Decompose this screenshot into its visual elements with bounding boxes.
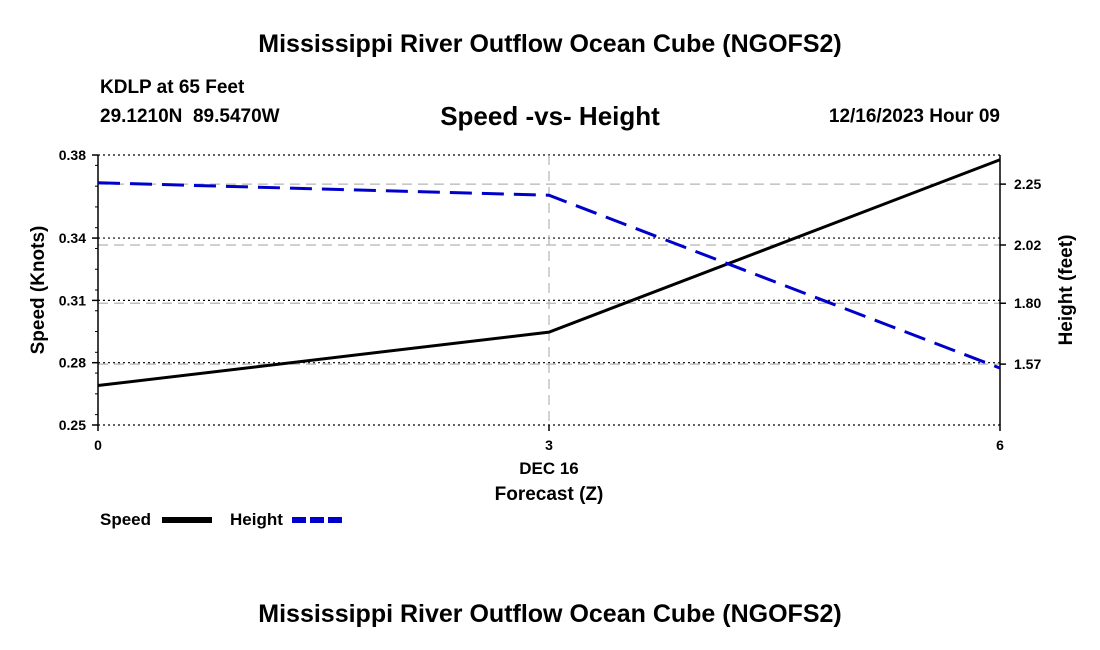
left-tick-label-4: 0.25 bbox=[59, 417, 86, 433]
station-location: 29.1210N 89.5470W bbox=[100, 106, 280, 127]
left-tick-label-0: 0.38 bbox=[59, 147, 86, 163]
right-tick-label-1: 2.02 bbox=[1014, 237, 1041, 253]
left-tick-label-2: 0.31 bbox=[59, 292, 86, 308]
x-tick-label-2: 6 bbox=[996, 437, 1004, 453]
station-name: KDLP at 65 Feet bbox=[100, 77, 245, 98]
chart-title: Mississippi River Outflow Ocean Cube (NG… bbox=[258, 30, 842, 58]
right-axis-title: Height (feet) bbox=[1056, 235, 1077, 346]
legend-label-height: Height bbox=[230, 510, 283, 529]
left-tick-label-3: 0.28 bbox=[59, 355, 86, 371]
left-tick-label-1: 0.34 bbox=[59, 230, 86, 246]
x-tick-label-0: 0 bbox=[94, 437, 102, 453]
forecast-datetime: 12/16/2023 Hour 09 bbox=[828, 106, 1000, 127]
footer-title: Mississippi River Outflow Ocean Cube (NG… bbox=[258, 600, 842, 628]
right-tick-label-0: 2.25 bbox=[1014, 176, 1041, 192]
right-tick-label-3: 1.57 bbox=[1014, 356, 1041, 372]
x-tick-label-1: 3 bbox=[545, 437, 553, 453]
right-tick-label-2: 1.80 bbox=[1014, 295, 1041, 311]
legend-label-speed: Speed bbox=[100, 510, 152, 529]
x-date-label: DEC 16 bbox=[519, 459, 579, 478]
x-axis-title: Forecast (Z) bbox=[495, 484, 604, 505]
chart-subtitle: Speed -vs- Height bbox=[440, 101, 660, 131]
left-axis-title: Speed (Knots) bbox=[28, 226, 49, 355]
